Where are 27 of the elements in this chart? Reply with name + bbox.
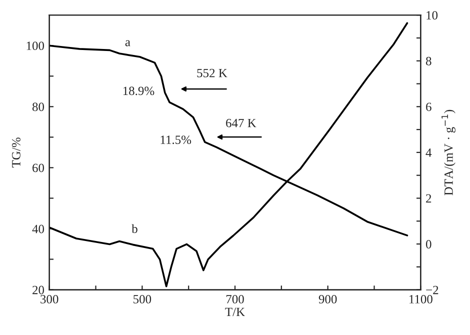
x-tick-label: 300: [40, 294, 58, 304]
y-tick-label: 80: [32, 102, 44, 112]
y2-tick-label: 0: [426, 240, 432, 248]
y-tick-label: 20: [32, 286, 44, 294]
annotation: 18.9%: [123, 86, 154, 96]
x-tick-label: 900: [318, 294, 337, 304]
y-axis-title: TG/%: [12, 138, 20, 168]
x-tick-label: 1100: [409, 294, 432, 304]
annotation: 11.5%: [160, 136, 192, 144]
x-tick-label: 700: [226, 294, 244, 304]
y2-tick-label: 6: [426, 102, 432, 112]
y2-tick-label: 8: [426, 56, 432, 66]
annotation: b: [132, 224, 138, 234]
y2-tick-label: 4: [426, 148, 432, 157]
y-tick-label: 40: [32, 224, 44, 234]
annotation: a: [125, 40, 130, 46]
y2-tick-label: −2: [426, 286, 438, 294]
y2-axis-title: DTA/(mV · g$^{−1}$): [442, 110, 456, 196]
x-axis-title: T/K: [225, 308, 245, 316]
annotation: 552 K: [197, 68, 228, 78]
line-series: [49, 22, 408, 288]
annotation: 647 K: [226, 118, 256, 128]
x-tick-label: 500: [134, 294, 152, 304]
y-tick-label: 100: [26, 42, 44, 50]
y2-tick-label: 2: [426, 194, 432, 203]
y-tick-label: 60: [32, 164, 44, 172]
y2-tick-label: 10: [426, 11, 438, 20]
